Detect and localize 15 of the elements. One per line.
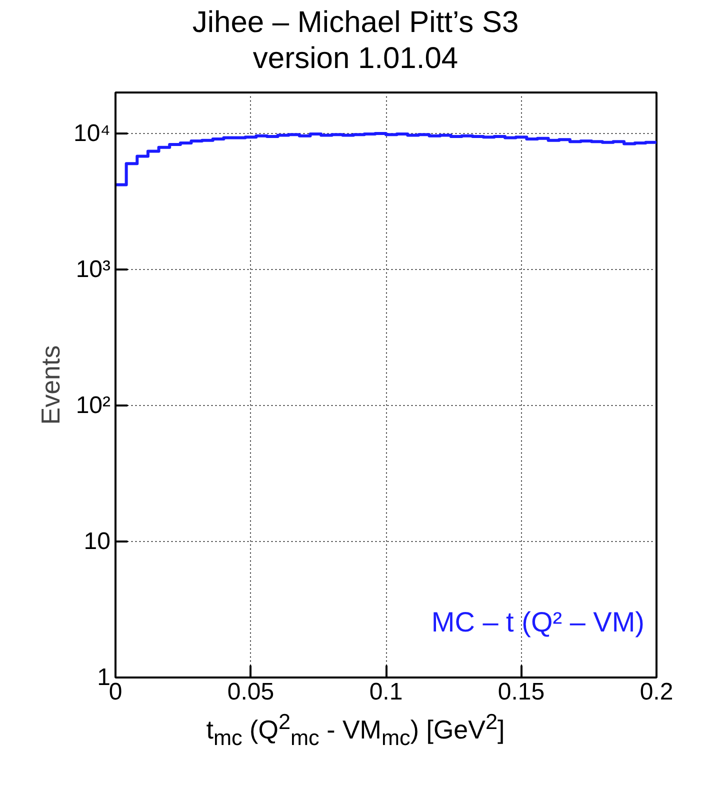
y-axis-title: Events bbox=[35, 345, 66, 425]
chart-subtitle: version 1.01.04 bbox=[252, 41, 460, 77]
x-tick-label: 0.1 bbox=[369, 678, 403, 706]
annotation: MC – t (Q² – VM) bbox=[431, 606, 645, 638]
y-tick-label: 1 bbox=[97, 664, 111, 691]
y-tick-label: 10⁴ bbox=[73, 120, 111, 147]
text: t$_{mc}$ (Q$^{2}$$_{mc}$ - VM$_{mc}$) [GeV$^{2}$] bbox=[206, 709, 505, 750]
x-tick-label: 0.2 bbox=[640, 678, 674, 706]
x-tick-label: 0.15 bbox=[498, 678, 545, 706]
y-tick-label: 10³ bbox=[76, 256, 111, 283]
y-tick-label: 10 bbox=[84, 528, 111, 555]
x-tick-label: 0 bbox=[108, 678, 122, 706]
x-tick-label: 0.05 bbox=[227, 678, 274, 706]
y-tick-label: 10² bbox=[76, 392, 111, 419]
chart-title: Jihee – Michael Pitt’s S3 bbox=[191, 5, 520, 41]
